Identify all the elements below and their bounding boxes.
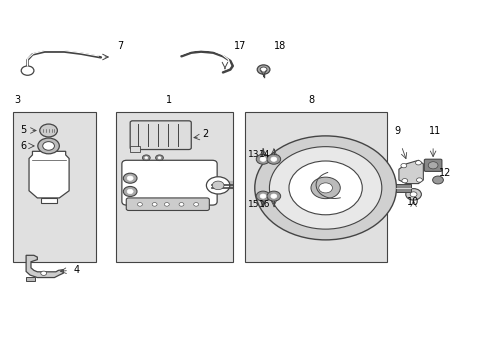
Circle shape <box>127 176 133 180</box>
Circle shape <box>206 177 230 194</box>
Circle shape <box>271 157 277 161</box>
FancyBboxPatch shape <box>130 121 191 149</box>
Text: 9: 9 <box>394 126 400 135</box>
Text: 4: 4 <box>74 265 79 275</box>
Circle shape <box>406 189 421 200</box>
Circle shape <box>257 65 270 74</box>
Circle shape <box>267 154 281 164</box>
Circle shape <box>319 183 332 193</box>
Circle shape <box>260 67 267 72</box>
Text: 15: 15 <box>248 200 260 209</box>
Circle shape <box>416 161 421 165</box>
Circle shape <box>260 157 266 161</box>
Circle shape <box>179 203 184 206</box>
Text: 16: 16 <box>259 200 270 209</box>
Circle shape <box>158 157 161 159</box>
Circle shape <box>255 136 396 240</box>
Polygon shape <box>399 160 423 184</box>
Circle shape <box>21 66 34 75</box>
Bar <box>116 112 233 262</box>
Text: 1: 1 <box>166 95 172 105</box>
FancyBboxPatch shape <box>122 160 217 205</box>
Text: 13: 13 <box>248 150 260 159</box>
Circle shape <box>433 176 443 184</box>
Bar <box>396 184 411 192</box>
Circle shape <box>270 147 382 229</box>
Circle shape <box>256 154 270 164</box>
Circle shape <box>401 163 407 168</box>
Circle shape <box>41 271 47 275</box>
Circle shape <box>271 194 277 198</box>
Bar <box>26 277 35 281</box>
Circle shape <box>289 161 362 215</box>
Circle shape <box>260 194 266 198</box>
Circle shape <box>256 191 270 201</box>
Text: 14: 14 <box>259 150 270 159</box>
Circle shape <box>267 191 281 201</box>
Bar <box>130 146 140 152</box>
Circle shape <box>402 179 408 183</box>
Text: 8: 8 <box>308 95 314 105</box>
Bar <box>41 129 56 132</box>
Circle shape <box>311 177 340 199</box>
Text: 17: 17 <box>234 41 246 50</box>
Text: 3: 3 <box>15 95 21 105</box>
Bar <box>41 198 57 203</box>
FancyBboxPatch shape <box>424 159 442 171</box>
Circle shape <box>43 141 54 150</box>
Text: 12: 12 <box>439 168 451 178</box>
Circle shape <box>143 155 150 161</box>
Circle shape <box>194 203 198 206</box>
Circle shape <box>138 203 143 206</box>
Text: 10: 10 <box>407 197 419 207</box>
Bar <box>13 112 96 262</box>
Circle shape <box>145 157 148 159</box>
Text: 2: 2 <box>202 130 208 139</box>
Circle shape <box>416 178 422 182</box>
Circle shape <box>410 192 417 197</box>
Circle shape <box>123 186 137 197</box>
Circle shape <box>156 155 163 161</box>
Bar <box>245 112 387 262</box>
Circle shape <box>38 138 59 154</box>
Circle shape <box>40 124 57 137</box>
Circle shape <box>164 203 169 206</box>
Circle shape <box>127 189 133 194</box>
Text: 5: 5 <box>20 125 26 135</box>
Text: 7: 7 <box>117 41 123 50</box>
Text: 6: 6 <box>20 141 26 151</box>
FancyBboxPatch shape <box>126 198 209 211</box>
Polygon shape <box>29 151 69 198</box>
Polygon shape <box>26 255 63 278</box>
Text: 18: 18 <box>274 41 286 50</box>
Circle shape <box>152 203 157 206</box>
Circle shape <box>428 162 438 169</box>
Circle shape <box>123 173 137 183</box>
Text: 11: 11 <box>428 126 441 135</box>
Circle shape <box>212 181 224 190</box>
